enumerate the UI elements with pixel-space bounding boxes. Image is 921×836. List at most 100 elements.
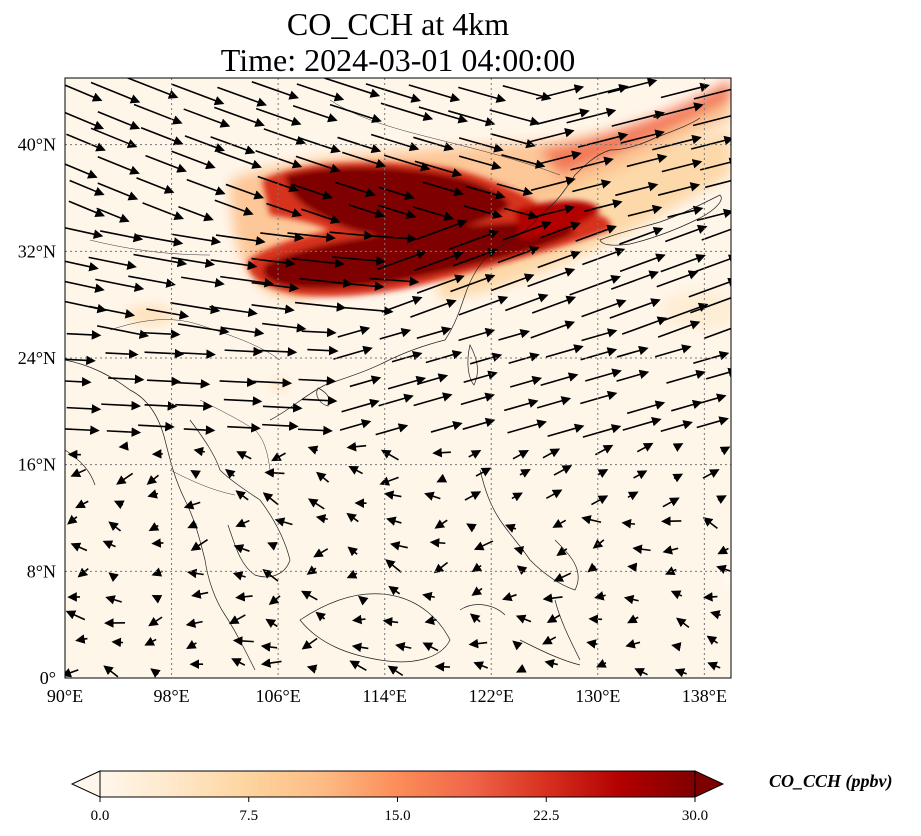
wind-arrow: [515, 663, 527, 673]
wind-arrow: [463, 370, 498, 384]
wind-arrow: [262, 322, 307, 333]
wind-arrow: [298, 376, 337, 386]
wind-arrow: [665, 566, 677, 575]
wind-arrow: [90, 127, 138, 148]
wind-arrow: [656, 270, 699, 288]
wind-arrow: [66, 133, 106, 152]
wind-arrow: [674, 668, 687, 678]
wind-arrow: [181, 276, 225, 288]
wind-arrow: [70, 542, 88, 552]
wind-arrow: [101, 400, 142, 411]
wind-arrow: [66, 404, 102, 414]
wind-arrow: [502, 220, 552, 241]
wind-arrow: [707, 661, 721, 671]
wind-arrow: [586, 639, 598, 649]
wind-arrow: [267, 541, 278, 551]
wind-arrow: [653, 102, 704, 119]
wind-arrow: [660, 253, 706, 273]
wind-arrow: [337, 136, 382, 154]
wind-arrow: [346, 512, 359, 523]
wind-arrow: [665, 224, 708, 243]
wind-arrow: [706, 635, 719, 645]
wind-arrow: [661, 159, 703, 173]
wind-arrow: [171, 150, 216, 170]
wind-arrow: [146, 308, 190, 320]
wind-arrow: [225, 183, 264, 200]
wind-arrow: [265, 618, 278, 628]
wind-arrow: [552, 519, 567, 528]
wind-arrow: [151, 538, 164, 548]
wind-arrow: [274, 517, 293, 527]
wind-arrow: [702, 517, 718, 529]
lat-tick-label: 8°N: [27, 561, 56, 581]
wind-arrow: [68, 200, 106, 217]
wind-arrow: [348, 465, 363, 475]
wind-arrow: [471, 562, 483, 573]
wind-arrow: [458, 327, 496, 342]
wind-arrow: [664, 302, 709, 321]
wind-arrow: [177, 323, 230, 336]
lon-tick-label: 130°E: [575, 686, 620, 706]
lon-tick-label: 122°E: [469, 686, 514, 706]
wind-arrow: [462, 417, 496, 430]
wind-arrow: [332, 256, 386, 266]
wind-arrow: [609, 298, 661, 319]
wind-arrow: [341, 151, 387, 169]
wind-arrow: [490, 133, 536, 149]
wind-arrow: [297, 425, 333, 436]
wind-arrow: [193, 446, 205, 457]
wind-arrow: [654, 344, 692, 358]
wind-arrow: [100, 230, 144, 243]
wind-arrow: [255, 107, 302, 126]
wind-arrow: [424, 491, 441, 501]
wind-arrow: [410, 298, 457, 318]
wind-arrow: [215, 234, 266, 246]
wind-arrow: [704, 179, 731, 189]
wind-arrow: [387, 375, 427, 390]
wind-arrow: [380, 102, 434, 122]
wind-arrow: [95, 278, 145, 292]
wind-arrow: [307, 498, 325, 510]
wind-arrow: [553, 572, 572, 582]
wind-arrow: [365, 83, 422, 103]
wind-arrow: [108, 521, 122, 532]
wind-arrow: [452, 248, 499, 267]
wind-arrow: [187, 519, 199, 529]
wind-arrow: [316, 471, 330, 483]
wind-arrow: [542, 448, 561, 459]
wind-arrow: [144, 636, 157, 646]
wind-arrow: [134, 234, 184, 247]
wind-arrow: [262, 403, 303, 413]
wind-arrow: [532, 204, 575, 219]
wind-arrow: [335, 181, 376, 198]
wind-arrow: [540, 372, 579, 387]
wind-arrow: [468, 638, 488, 649]
wind-arrow: [381, 295, 423, 313]
wind-arrow: [295, 155, 341, 173]
wind-arrow: [473, 540, 494, 551]
wind-arrow: [329, 230, 374, 241]
wind-arrow: [146, 376, 182, 387]
wind-arrow: [424, 615, 437, 625]
wind-arrow: [97, 156, 140, 175]
wind-arrow: [264, 468, 285, 478]
wind-arrow: [469, 613, 481, 624]
wind-arrow: [696, 208, 731, 222]
wind-arrow: [209, 305, 258, 318]
wind-arrow: [660, 82, 710, 99]
wind-arrow: [306, 664, 318, 674]
wind-arrow: [315, 514, 328, 524]
wind-arrow: [537, 250, 581, 269]
wind-arrow: [146, 474, 159, 485]
wind-arrow: [496, 183, 534, 196]
wind-arrow: [349, 660, 367, 672]
wind-arrow: [255, 149, 303, 169]
wind-arrow: [183, 500, 201, 510]
wind-arrow: [572, 179, 612, 193]
wind-arrow: [498, 328, 531, 341]
wind-arrow: [90, 81, 141, 104]
wind-arrow: [672, 443, 684, 452]
colorbar: 0.0 7.5 15.0 22.5 30.0 CO_CCH (ppbv): [70, 770, 893, 824]
wind-arrow: [516, 565, 528, 576]
wind-arrow: [594, 591, 606, 601]
